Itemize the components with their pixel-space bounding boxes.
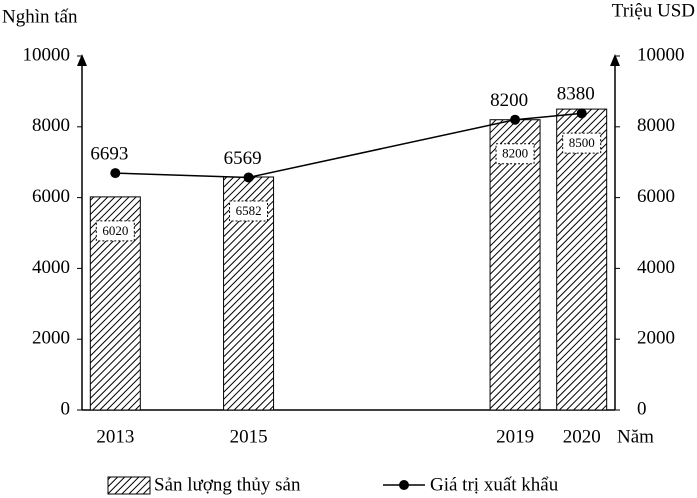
- legend-label: Giá trị xuất khẩu: [430, 474, 559, 495]
- y-axis-title: Nghìn tấn: [2, 6, 78, 27]
- value-label: 8500: [569, 135, 595, 150]
- value-label: 8200: [490, 90, 528, 111]
- y2-tick-label: 0: [637, 398, 647, 419]
- value-label: 6693: [90, 143, 128, 164]
- value-label: 6569: [224, 148, 262, 169]
- y-axis-arrow: [77, 54, 87, 66]
- point: [110, 168, 121, 179]
- value-label: 8380: [557, 84, 595, 105]
- value-label: 8200: [502, 146, 528, 161]
- bar: [489, 119, 541, 411]
- value-label-box: [229, 200, 269, 222]
- point: [510, 114, 521, 125]
- legend-swatch: [107, 476, 151, 495]
- value-label: 6582: [236, 203, 262, 218]
- y-tick-label: 6000: [32, 186, 70, 207]
- value-label-box: [95, 220, 135, 242]
- y2-tick-label: 4000: [637, 257, 675, 278]
- y-tick-label: 10000: [23, 44, 71, 65]
- y2-tick-label: 6000: [637, 186, 675, 207]
- value-label-box: [495, 143, 535, 165]
- x-tick-label: 2020: [563, 426, 601, 447]
- y-tick-label: 0: [61, 398, 71, 419]
- value-label: 6020: [102, 223, 128, 238]
- legend-marker: [399, 480, 409, 490]
- y-tick-label: 2000: [32, 328, 70, 349]
- x-tick-label: 2013: [96, 426, 134, 447]
- x-axis-title: Năm: [617, 426, 654, 447]
- legend-label: Sản lượng thủy sản: [154, 474, 301, 495]
- x-tick-label: 2019: [496, 426, 534, 447]
- x-tick-label: 2015: [230, 426, 268, 447]
- legend: Sản lượng thủy sản Giá trị xuất khẩu: [107, 474, 559, 495]
- y-tick-label: 8000: [32, 115, 70, 136]
- y2-tick-label: 8000: [637, 115, 675, 136]
- bar: [556, 108, 608, 411]
- y-tick-label: 4000: [32, 257, 70, 278]
- y2-axis-title: Triệu USD: [612, 0, 695, 21]
- y2-tick-label: 2000: [637, 328, 675, 349]
- point: [243, 172, 254, 183]
- y2-tick-label: 10000: [637, 44, 685, 65]
- point: [576, 108, 587, 119]
- y2-axis-arrow: [610, 54, 620, 66]
- value-label-box: [562, 132, 602, 154]
- line: [115, 112, 582, 179]
